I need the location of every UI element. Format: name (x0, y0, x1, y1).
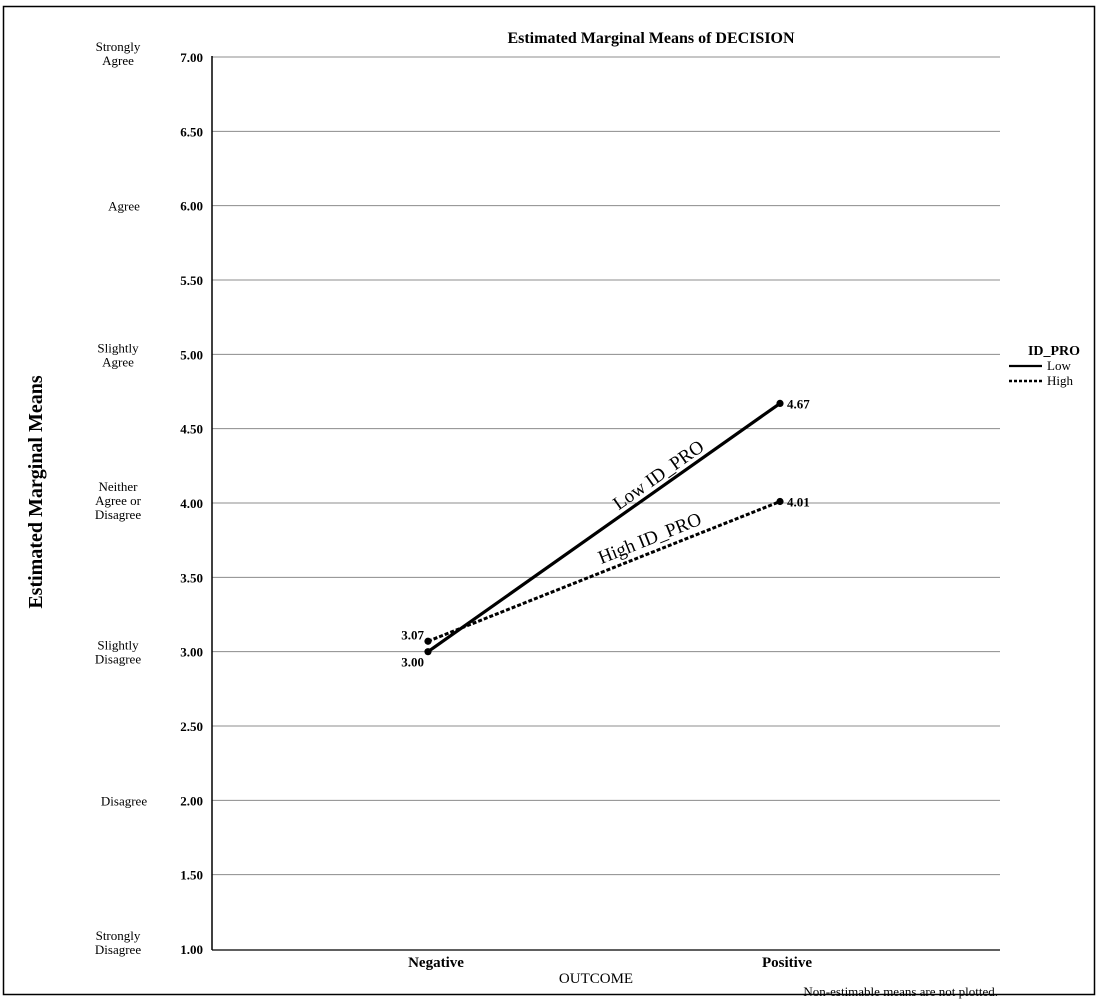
y-tick-label: 2.00 (180, 793, 203, 808)
scale-label: Slightly Agree (97, 340, 139, 369)
scale-label: Slightly Disagree (95, 638, 141, 667)
y-axis-title: Estimated Marginal Means (25, 375, 47, 609)
data-label-high: 4.01 (787, 495, 810, 510)
legend-label-high: High (1047, 373, 1074, 388)
y-tick-label: 4.00 (180, 496, 203, 511)
chart-title: Estimated Marginal Means of DECISION (507, 30, 795, 47)
series-line-low (427, 402, 781, 653)
gridlines (212, 56, 1000, 951)
legend-title: ID_PRO (1028, 344, 1080, 359)
data-point-high (424, 637, 432, 645)
scale-label: Strongly Disagree (95, 928, 141, 957)
y-tick-label: 1.00 (180, 942, 203, 957)
likert-scale-labels: Strongly Agree Agree Slightly Agree Neither Ag… (95, 39, 147, 957)
legend-label-low: Low (1047, 358, 1071, 373)
y-tick-label: 5.00 (180, 347, 203, 362)
y-tick-label: 5.50 (180, 273, 203, 288)
scale-label: Agree (108, 199, 140, 214)
y-tick-label: 2.50 (180, 719, 203, 734)
x-tick-labels: Negative Positive (408, 955, 812, 971)
data-label-low: 4.67 (787, 396, 810, 411)
footnote: Non-estimable means are not plotted. (803, 984, 998, 999)
x-tick-label: Positive (762, 955, 812, 971)
y-tick-labels: 1.00 1.50 2.00 2.50 3.00 3.50 4.00 4.50 5.00 5.50… (180, 50, 203, 957)
data-point-high (776, 497, 784, 506)
x-tick-label: Negative (408, 955, 464, 971)
series-line-high (427, 500, 781, 643)
y-tick-label: 4.50 (180, 422, 203, 437)
data-label-high: 3.07 (401, 627, 424, 642)
y-tick-label: 3.00 (180, 645, 203, 660)
scale-label: Neither Agree or Disagree (95, 479, 142, 522)
figure-border (2, 5, 1096, 996)
scale-label: Disagree (101, 793, 147, 808)
y-tick-label: 6.50 (180, 124, 203, 139)
data-point-low (776, 399, 784, 407)
data-label-low: 3.00 (401, 655, 424, 670)
y-tick-label: 1.50 (180, 868, 203, 883)
y-tick-label: 7.00 (180, 50, 203, 65)
scale-label: Strongly Agree (96, 39, 141, 68)
data-point-low (424, 648, 432, 656)
y-tick-label: 6.00 (180, 199, 203, 214)
x-axis-title: OUTCOME (559, 971, 633, 987)
y-tick-label: 3.50 (180, 570, 203, 585)
